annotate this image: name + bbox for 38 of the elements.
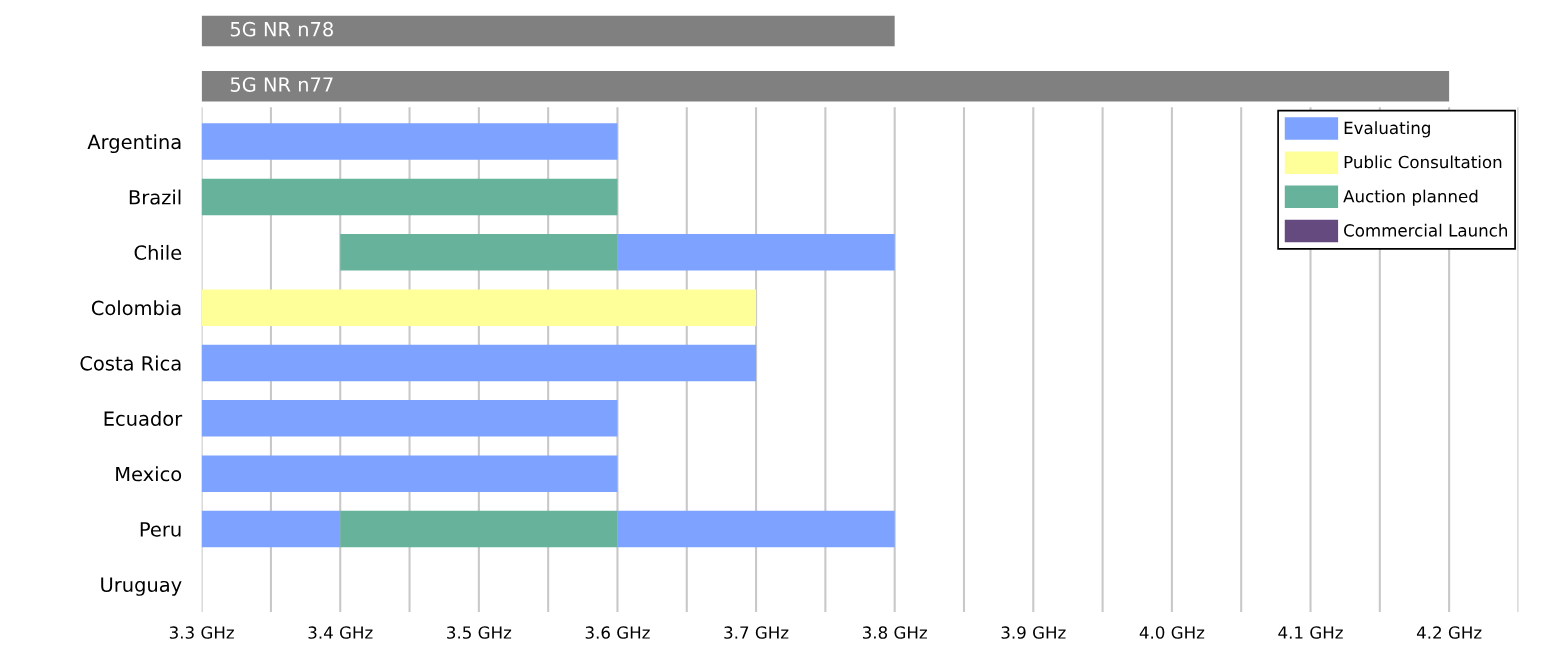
x-tick-label: 3.4 GHz: [308, 626, 373, 639]
x-tick-label: 4.0 GHz: [1139, 626, 1205, 639]
bar: [617, 234, 895, 271]
series-label: 5G NR n77: [230, 77, 333, 92]
x-tick-label: 3.7 GHz: [724, 626, 789, 639]
bar: [201, 344, 757, 382]
y-tick-label: Chile: [134, 244, 182, 260]
x-tick-label: 3.9 GHz: [1001, 626, 1066, 639]
bar: [201, 71, 1450, 102]
bar: [201, 510, 341, 548]
x-tick-label: 3.5 GHz: [447, 626, 512, 639]
bar: [201, 289, 757, 326]
y-tick-label: Argentina: [87, 134, 181, 154]
legend-label: Auction planned: [1343, 189, 1478, 206]
series-label: 5G NR n78: [230, 21, 333, 37]
y-tick-label: Peru: [140, 522, 181, 537]
x-tick-label: 4.1 GHz: [1278, 626, 1343, 639]
bar: [617, 510, 895, 548]
y-tick-label: Uruguay: [101, 577, 182, 596]
bar: [201, 178, 618, 216]
y-tick-label: Costa Rica: [80, 355, 181, 371]
y-tick-label: Mexico: [116, 466, 182, 482]
legend-label: Commercial Launch: [1344, 223, 1508, 237]
bar: [201, 455, 618, 492]
x-tick-label: 3.8 GHz: [862, 626, 927, 639]
y-tick-label: Brazil: [129, 189, 181, 205]
x-tick-label: 4.2 GHz: [1416, 626, 1482, 639]
bar: [340, 234, 618, 271]
legend-label: Evaluating: [1344, 121, 1430, 138]
bar: [201, 123, 618, 160]
x-tick-label: 3.6 GHz: [585, 626, 650, 639]
x-tick-label: 3.3 GHz: [169, 626, 234, 639]
bar: [340, 510, 618, 548]
bar: [201, 400, 618, 437]
bar: [201, 15, 895, 47]
y-tick-label: Colombia: [91, 300, 181, 316]
legend-label: Public Consultation: [1344, 155, 1502, 169]
y-tick-label: Ecuador: [104, 410, 183, 427]
